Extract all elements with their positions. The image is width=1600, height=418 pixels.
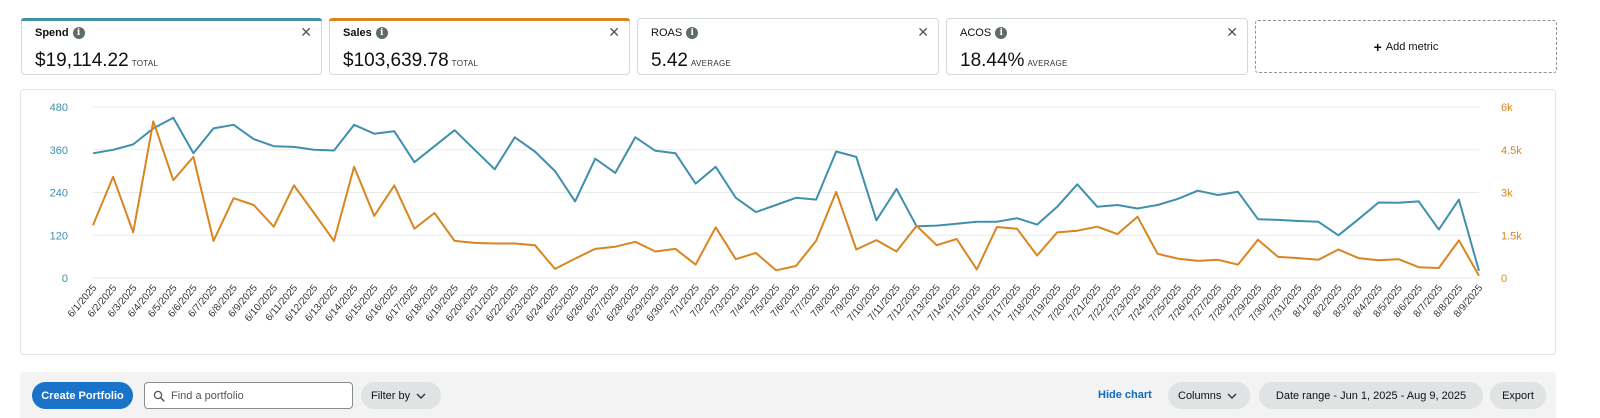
sales-series-line — [92, 120, 1480, 277]
metric-name-label: ACOS — [960, 27, 992, 39]
info-icon[interactable]: i — [72, 27, 85, 39]
metric-card-spend[interactable]: Spend i ✕ $19,114.22 TOTAL — [21, 18, 322, 75]
hide-chart-link[interactable]: Hide chart — [1098, 389, 1152, 401]
metric-value-number: 18.44% — [960, 50, 1025, 71]
search-icon — [153, 390, 165, 402]
y-right-tick-label: 0 — [1501, 273, 1507, 285]
metric-value: $19,114.22 TOTAL — [35, 50, 158, 72]
metric-name-label: Sales — [343, 27, 372, 39]
metric-name-label: Spend — [35, 27, 69, 39]
columns-dropdown[interactable]: Columns — [1168, 382, 1250, 409]
metric-value-number: $19,114.22 — [35, 50, 129, 71]
chevron-down-icon — [416, 393, 426, 399]
performance-chart: 012024036048001.5k3k4.5k6k6/1/20256/2/20… — [50, 102, 1523, 324]
chevron-down-icon — [1227, 393, 1237, 399]
metric-aggregate: TOTAL — [131, 59, 159, 68]
metric-value: $103,639.78 TOTAL — [343, 50, 478, 72]
y-right-tick-label: 1.5k — [1501, 230, 1522, 242]
y-right-tick-label: 3k — [1501, 188, 1513, 200]
columns-label: Columns — [1178, 389, 1222, 402]
spend-series-line — [92, 116, 1480, 272]
export-label: Export — [1502, 389, 1534, 402]
metric-value: 5.42 AVERAGE — [651, 50, 731, 72]
date-range-label: Date range - Jun 1, 2025 - Aug 9, 2025 — [1275, 389, 1467, 402]
close-icon[interactable]: ✕ — [300, 24, 312, 40]
close-icon[interactable]: ✕ — [1226, 24, 1238, 40]
metric-card-roas[interactable]: ROAS i ✕ 5.42 AVERAGE — [637, 18, 939, 75]
y-left-tick-label: 0 — [62, 273, 68, 285]
add-metric-button[interactable]: + Add metric — [1255, 20, 1557, 73]
export-button[interactable]: Export — [1490, 382, 1546, 409]
metric-name: ROAS i — [651, 27, 699, 39]
performance-chart-panel: 0 120 240 360 480 0 1.5k 3k 4.5k 6k 6/1/2025 6/2/20… — [20, 89, 1556, 355]
metric-name: Spend i — [35, 27, 85, 39]
metric-value-number: 5.42 — [651, 50, 688, 71]
portfolio-search-box[interactable] — [144, 382, 353, 409]
plus-icon: + — [1373, 38, 1382, 55]
y-right-tick-label: 6k — [1501, 102, 1513, 114]
info-icon[interactable]: i — [995, 27, 1008, 39]
info-icon[interactable]: i — [375, 27, 388, 39]
filter-by-dropdown[interactable]: Filter by — [361, 382, 441, 409]
y-left-tick-label: 480 — [50, 102, 68, 114]
metric-value: 18.44% AVERAGE — [960, 50, 1068, 72]
close-icon[interactable]: ✕ — [608, 24, 620, 40]
metric-card-acos[interactable]: ACOS i ✕ 18.44% AVERAGE — [946, 18, 1248, 75]
metric-name-label: ROAS — [651, 27, 683, 39]
metric-card-sales[interactable]: Sales i ✕ $103,639.78 TOTAL — [329, 18, 630, 75]
metric-name: ACOS i — [960, 27, 1008, 39]
create-portfolio-button[interactable]: Create Portfolio — [32, 382, 133, 409]
portfolio-toolbar: Create Portfolio Filter by Hide chart Co… — [20, 372, 1556, 418]
search-input[interactable] — [171, 389, 341, 402]
metric-value-number: $103,639.78 — [343, 50, 449, 71]
metric-aggregate: AVERAGE — [690, 59, 732, 68]
metric-accent-bar — [21, 18, 322, 21]
metric-name: Sales i — [343, 27, 388, 39]
metric-accent-bar — [329, 18, 630, 21]
close-icon[interactable]: ✕ — [917, 24, 929, 40]
add-metric-label: Add metric — [1385, 40, 1439, 53]
y-left-tick-label: 120 — [50, 230, 68, 242]
y-left-tick-label: 360 — [50, 145, 68, 157]
info-icon[interactable]: i — [686, 27, 699, 39]
y-left-tick-label: 240 — [50, 188, 68, 200]
metric-aggregate: AVERAGE — [1027, 59, 1068, 68]
metric-aggregate: TOTAL — [451, 59, 479, 68]
filter-by-label: Filter by — [371, 389, 411, 402]
y-right-tick-label: 4.5k — [1501, 145, 1522, 157]
date-range-button[interactable]: Date range - Jun 1, 2025 - Aug 9, 2025 — [1259, 382, 1483, 409]
